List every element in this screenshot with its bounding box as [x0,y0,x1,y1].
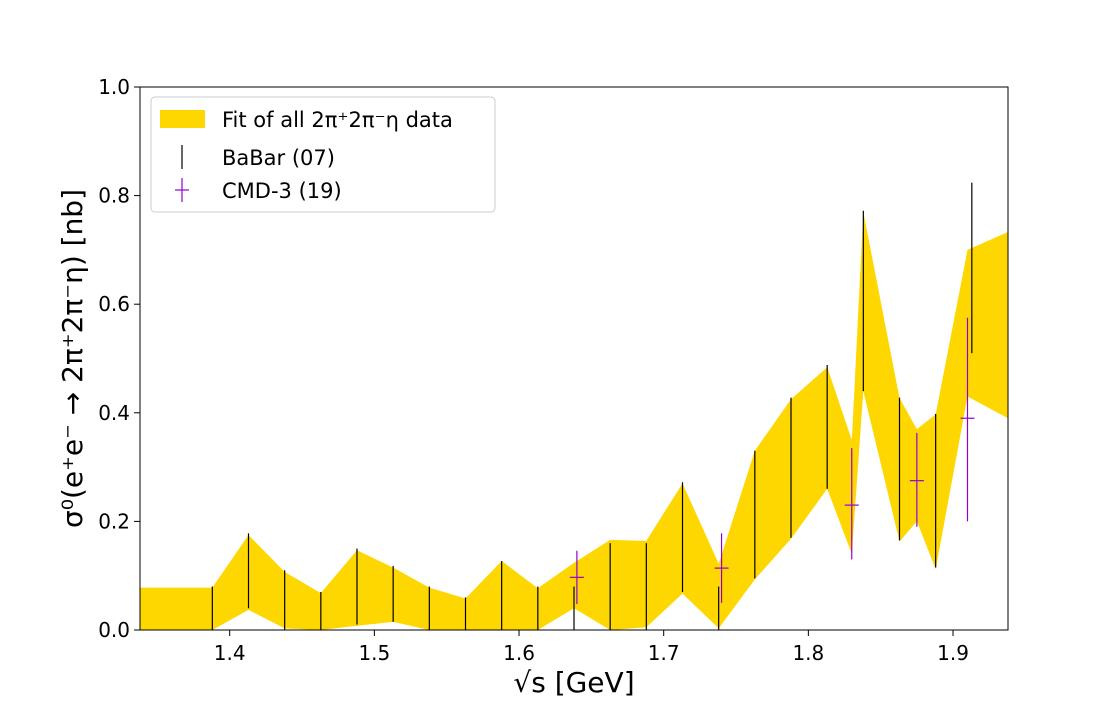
x-tick-label: 1.5 [358,641,390,665]
x-tick-label: 1.4 [214,641,246,665]
plot-area [140,182,1008,630]
x-tick-label: 1.7 [648,641,680,665]
legend-label: Fit of all 2π⁺2π⁻η data [222,108,453,132]
legend-label: BaBar (07) [222,146,335,170]
legend: Fit of all 2π⁺2π⁻η data BaBar (07) CMD-3 (… [150,96,496,213]
x-axis-label: √s [GeV] [513,666,634,699]
plot-frame [139,86,1009,631]
y-tick-label: 0.8 [98,184,130,208]
y-tick-label: 0.6 [98,292,130,316]
legend-band-swatch [160,110,205,128]
y-axis-label: σ⁰(e⁺e⁻ → 2π⁺2π⁻η) [nb] [56,189,89,528]
x-tick-label: 1.9 [937,641,969,665]
y-tick-label: 1.0 [98,75,130,99]
legend-box [150,96,496,213]
y-tick-label: 0.2 [98,509,130,533]
y-tick-label: 0.4 [98,401,130,425]
axes: 1.4 1.5 1.6 1.7 1.8 1.9 0.0 0.2 0.4 0.6 0.8 1.0 √s [… [56,75,1009,699]
fit-band [140,211,1008,630]
legend-label: CMD-3 (19) [222,179,342,203]
x-tick-label: 1.6 [503,641,535,665]
x-tick-label: 1.8 [792,641,824,665]
y-tick-label: 0.0 [98,618,130,642]
